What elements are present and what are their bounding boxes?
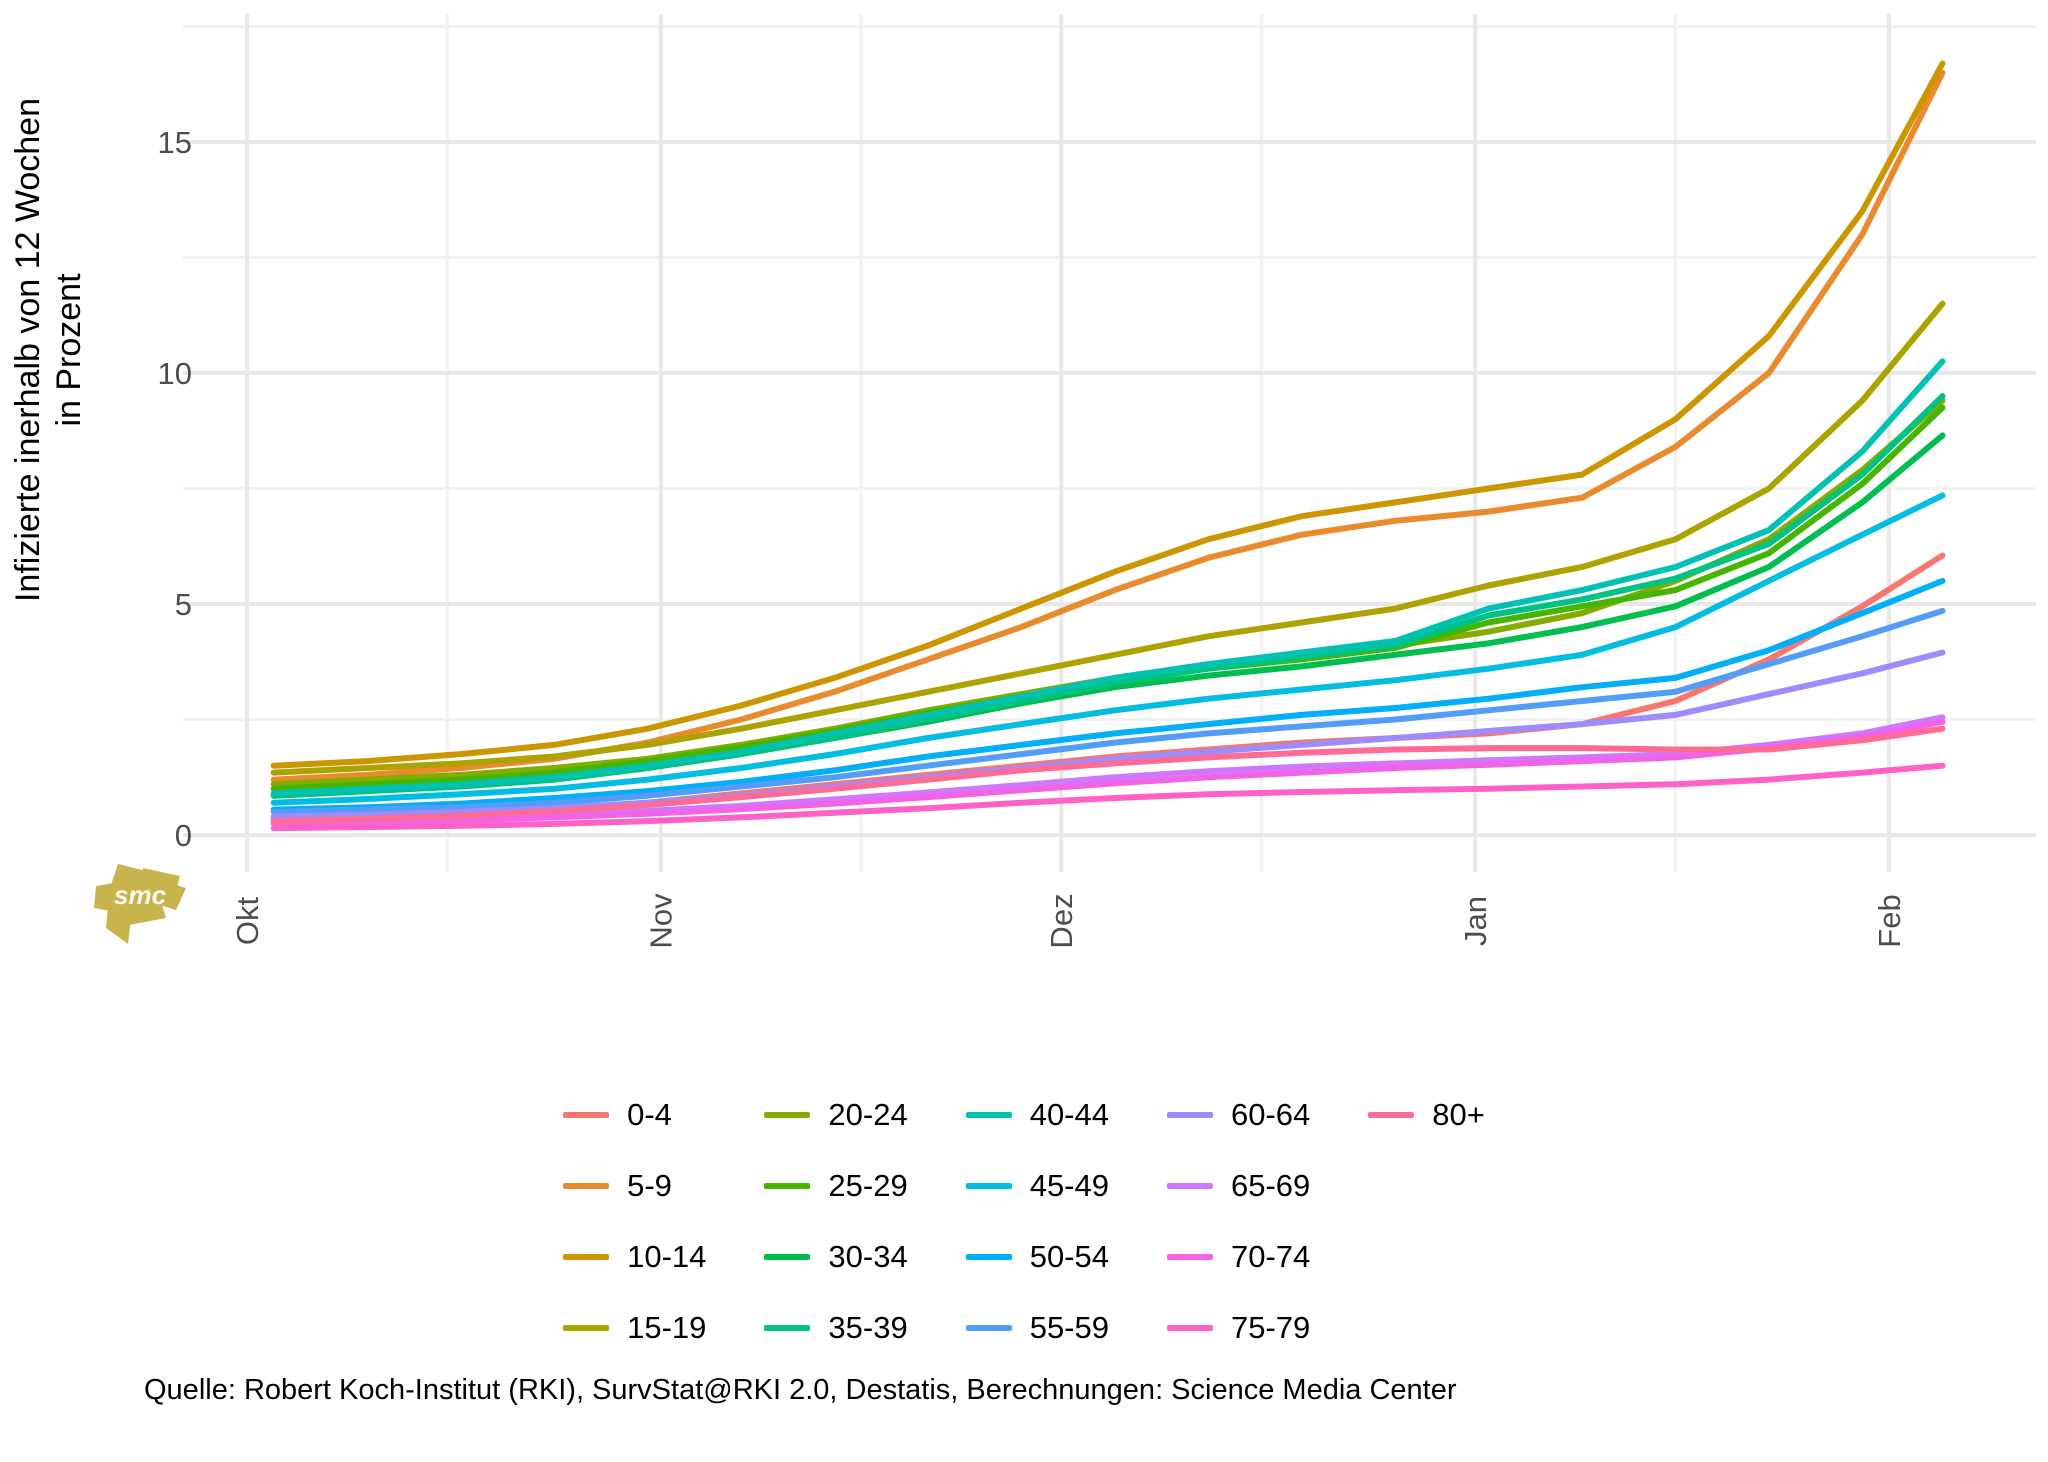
legend-label: 45-49 (1029, 1168, 1109, 1203)
series-line-40-44 (270, 358, 1946, 797)
legend-key-line (764, 1325, 811, 1331)
legend-column: 20-24 25-29 30-34 35-39 (764, 1097, 908, 1345)
legend-key-line (563, 1183, 610, 1189)
legend-item-5-9: 5-9 (563, 1168, 706, 1203)
smc-logo: smc (88, 858, 192, 950)
y-tick-label: 15 (158, 125, 192, 160)
legend-item-40-44: 40-44 (965, 1097, 1109, 1132)
y-tick-label: 10 (158, 356, 192, 391)
legend-label: 20-24 (828, 1097, 908, 1132)
legend-label: 25-29 (828, 1168, 908, 1203)
legend-item-65-69: 65-69 (1167, 1168, 1311, 1203)
legend-key-line (965, 1254, 1012, 1260)
x-tick-label-Feb: Feb (1872, 894, 1907, 947)
smc-logo-text: smc (114, 880, 167, 910)
x-tick-label-Dez: Dez (1044, 893, 1079, 948)
legend-item-70-74: 70-74 (1167, 1239, 1311, 1274)
source-caption: Quelle: Robert Koch-Institut (RKI), Surv… (144, 1374, 1457, 1406)
legend-label: 80+ (1432, 1097, 1485, 1132)
series-line-10-14 (270, 60, 1946, 769)
y-axis-title-line1: Infizierte inerhalb von 12 Wochen (9, 98, 47, 603)
legend-key-line (764, 1254, 811, 1260)
y-axis-title: Infizierte inerhalb von 12 Wochen in Pro… (6, 70, 92, 630)
legend-item-25-29: 25-29 (764, 1168, 908, 1203)
legend: 0-4 5-9 10-14 15-19 20-24 25-29 30-34 35-39 40-4… (0, 1097, 2048, 1345)
legend-label: 75-79 (1231, 1310, 1311, 1345)
smc-logo-shape (94, 864, 186, 944)
legend-key-line (1167, 1254, 1213, 1260)
legend-key-line (965, 1325, 1012, 1331)
legend-label: 60-64 (1231, 1097, 1311, 1132)
legend-item-60-64: 60-64 (1167, 1097, 1311, 1132)
x-tick-label-Okt: Okt (230, 897, 265, 946)
legend-column: 40-44 45-49 50-54 55-59 (965, 1097, 1109, 1345)
legend-label: 35-39 (828, 1310, 908, 1345)
line-chart: 0 5 10 15 Okt Nov Dez Jan Feb (158, 14, 2036, 949)
legend-item-15-19: 15-19 (563, 1310, 707, 1345)
legend-item-55-59: 55-59 (965, 1310, 1109, 1345)
series-line-50-54 (270, 577, 1946, 813)
legend-label: 55-59 (1029, 1310, 1109, 1345)
legend-label: 0-4 (627, 1097, 672, 1132)
legend-item-45-49: 45-49 (965, 1168, 1109, 1203)
legend-label: 5-9 (627, 1168, 672, 1203)
legend-item-75-79: 75-79 (1167, 1310, 1311, 1345)
legend-key-line (764, 1112, 811, 1118)
legend-column: 60-64 65-69 70-74 75-79 (1167, 1097, 1311, 1345)
legend-label: 70-74 (1231, 1239, 1311, 1274)
series-line-70-74 (270, 718, 1946, 827)
series-line-45-49 (270, 492, 1946, 806)
legend-column: 0-4 5-9 10-14 15-19 (563, 1097, 707, 1345)
legend-label: 15-19 (627, 1310, 707, 1345)
series-line-75-79 (270, 762, 1946, 832)
legend-key-line (1368, 1112, 1415, 1118)
legend-key-line (563, 1325, 610, 1331)
legend-item-20-24: 20-24 (764, 1097, 908, 1132)
legend-key-line (563, 1112, 610, 1118)
legend-key-line (563, 1254, 610, 1260)
y-axis-title-line2: in Prozent (50, 273, 88, 427)
legend-label: 40-44 (1029, 1097, 1109, 1132)
legend-item-50-54: 50-54 (965, 1239, 1109, 1274)
legend-label: 10-14 (627, 1239, 707, 1274)
legend-item-10-14: 10-14 (563, 1239, 707, 1274)
legend-label: 65-69 (1231, 1168, 1311, 1203)
x-tick-label-Jan: Jan (1458, 896, 1493, 946)
legend-key-line (965, 1112, 1012, 1118)
legend-item-0-4: 0-4 (563, 1097, 706, 1132)
legend-column: 80+ (1368, 1097, 1485, 1132)
series-line-80+ (270, 725, 1946, 825)
y-tick-label: 5 (175, 587, 192, 622)
series-line-15-19 (270, 300, 1946, 776)
series-line-55-59 (270, 607, 1946, 815)
legend-item-30-34: 30-34 (764, 1239, 908, 1274)
legend-key-line (1167, 1183, 1213, 1189)
legend-key-line (965, 1183, 1012, 1189)
x-tick-label-Nov: Nov (644, 893, 679, 949)
legend-item-80+: 80+ (1368, 1097, 1485, 1132)
legend-label: 50-54 (1029, 1239, 1109, 1274)
legend-item-35-39: 35-39 (764, 1310, 908, 1345)
y-tick-label: 0 (175, 818, 192, 853)
legend-label: 30-34 (828, 1239, 908, 1274)
legend-key-line (764, 1183, 811, 1189)
legend-key-line (1167, 1112, 1213, 1118)
legend-key-line (1167, 1325, 1213, 1331)
